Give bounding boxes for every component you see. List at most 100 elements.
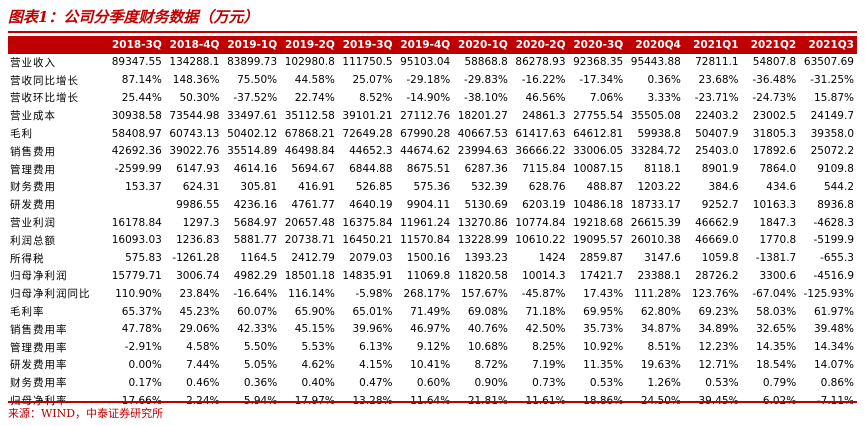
- table-cell: 434.6: [741, 178, 800, 197]
- table-cell: -1381.7: [741, 249, 800, 268]
- table-cell: 19218.68: [568, 213, 627, 232]
- table-row: 归母净利润同比 110.90% 23.84% -16.64% 116.14% -5.98%…: [8, 284, 857, 304]
- table-cell: 544.2: [799, 178, 857, 197]
- table-cell: 71.18%: [510, 302, 569, 321]
- table-cell: 4614.16: [222, 160, 281, 179]
- table-cell: 110.90%: [107, 284, 165, 304]
- row-label: 财务费用率: [8, 373, 108, 393]
- table-cell: 22.74%: [280, 89, 338, 108]
- table-cell: 8118.1: [626, 160, 684, 179]
- table-cell: 5694.67: [280, 160, 338, 179]
- table-cell: -29.83%: [453, 71, 511, 90]
- table-cell: 6147.93: [164, 160, 223, 179]
- table-cell: 69.95%: [568, 302, 627, 321]
- table-cell: -1261.28: [164, 249, 223, 268]
- table-cell: -5.98%: [337, 284, 396, 304]
- table-cell: 59938.8: [626, 124, 684, 143]
- table-row: 归母净利率17.66%2.24%5.94%17.97%13.28%11.64%2…: [8, 391, 857, 410]
- table-cell: 3147.6: [626, 249, 684, 268]
- table-row: 销售费用率 47.78% 29.06% 42.33% 45.15% 39.96% 46.97…: [8, 320, 857, 339]
- table-cell: 0.90%: [453, 373, 511, 393]
- table-cell: 39.96%: [337, 320, 396, 339]
- table-cell: 3006.74: [164, 267, 223, 286]
- table-cell: 69.08%: [453, 302, 511, 321]
- table-cell: 39022.76: [164, 142, 223, 161]
- table-cell: -2599.99: [107, 160, 165, 179]
- table-cell: 60.07%: [222, 302, 281, 321]
- table-cell: 23388.1: [626, 267, 684, 286]
- table-cell: 8675.51: [395, 160, 454, 179]
- header-cell: 2021Q3: [799, 36, 857, 54]
- header-cell: 2020Q4: [626, 36, 684, 54]
- table-cell: 44.58%: [280, 71, 338, 90]
- table-cell: -655.3: [799, 249, 857, 268]
- table-cell: 31805.3: [741, 124, 800, 143]
- table-cell: 24149.7: [799, 106, 857, 126]
- table-cell: 0.73%: [510, 373, 569, 393]
- header-cell: 2021Q1: [683, 36, 742, 54]
- table-cell: 0.53%: [683, 373, 742, 393]
- row-label: 营业成本: [8, 106, 108, 126]
- table-cell: 5881.77: [222, 231, 281, 250]
- table-cell: 40.76%: [453, 320, 511, 339]
- table-cell: 20657.48: [280, 213, 338, 232]
- table-cell: 42692.36: [107, 142, 165, 161]
- table-row: 营收环比增长 25.44% 50.30% -37.52% 22.74% 8.52% -14.…: [8, 89, 857, 108]
- table-cell: 62.80%: [626, 302, 684, 321]
- table-cell: 35505.08: [626, 106, 684, 126]
- table-cell: 40667.53: [453, 124, 511, 143]
- table-cell: 46.56%: [510, 89, 569, 108]
- table-cell: 0.47%: [337, 373, 396, 393]
- table-cell: 2079.03: [337, 249, 396, 268]
- table-cell: 0.00%: [107, 356, 165, 375]
- table-cell: 72649.28: [337, 124, 396, 143]
- table-cell: 95443.88: [626, 54, 684, 72]
- table-cell: 25403.0: [683, 142, 742, 161]
- table-cell: 10774.84: [510, 213, 569, 232]
- table-cell: 25072.2: [799, 142, 857, 161]
- table-cell: -45.87%: [510, 284, 569, 304]
- table-cell: 4.58%: [164, 338, 223, 357]
- table-cell: -37.52%: [222, 89, 281, 108]
- table-cell: 20738.71: [280, 231, 338, 250]
- table-cell: 33497.61: [222, 106, 281, 126]
- table-cell: 26615.39: [626, 213, 684, 232]
- table-cell: 23002.5: [741, 106, 800, 126]
- table-cell: 1424: [510, 249, 569, 268]
- figure-title: 图表1：公司分季度财务数据（万元）: [8, 8, 259, 26]
- title-rule: [8, 31, 857, 33]
- table-cell: 23994.63: [453, 142, 511, 161]
- row-label: 归母净利润同比: [8, 284, 108, 304]
- table-cell: 102980.8: [280, 54, 338, 72]
- table-cell: 1297.3: [164, 213, 223, 232]
- table-cell: 75.50%: [222, 71, 281, 90]
- table-cell: 624.31: [164, 178, 223, 197]
- table-row: 销售费用 42692.36 39022.76 35514.89 46498.84 4465…: [8, 142, 857, 161]
- table-cell: 3300.6: [741, 267, 800, 286]
- table-cell: 10610.22: [510, 231, 569, 250]
- table-cell: 35112.58: [280, 106, 338, 126]
- table-cell: 11.35%: [568, 356, 627, 375]
- table-cell: 575.36: [395, 178, 454, 197]
- table-body: 营业收入 89347.55 134288.1 83899.73 102980.8 1117…: [8, 54, 857, 410]
- table-cell: 30938.58: [107, 106, 165, 126]
- table-cell: 1770.8: [741, 231, 800, 250]
- table-cell: 17.66%: [107, 391, 165, 410]
- table-cell: -2.91%: [107, 338, 165, 357]
- table-cell: 61.97%: [799, 302, 857, 321]
- table-cell: 42.33%: [222, 320, 281, 339]
- table-cell: 42.50%: [510, 320, 569, 339]
- table-cell: 46498.84: [280, 142, 338, 161]
- table-cell: 65.01%: [337, 302, 396, 321]
- table-cell: 83899.73: [222, 54, 281, 72]
- table-cell: 10087.15: [568, 160, 627, 179]
- table-cell: 67868.21: [280, 124, 338, 143]
- table-row: 财务费用率 0.17% 0.46% 0.36% 0.40% 0.47% 0.60% 0.90%…: [8, 373, 857, 393]
- table-cell: 4.62%: [280, 356, 338, 375]
- table-cell: 14.34%: [799, 338, 857, 357]
- row-label: 归母净利率: [8, 391, 108, 410]
- table-row: 管理费用 -2599.99 6147.93 4614.16 5694.67 6844.88…: [8, 160, 857, 179]
- header-cell: 2018-3Q: [107, 36, 165, 54]
- table-cell: 36666.22: [510, 142, 569, 161]
- table-cell: 9109.8: [799, 160, 857, 179]
